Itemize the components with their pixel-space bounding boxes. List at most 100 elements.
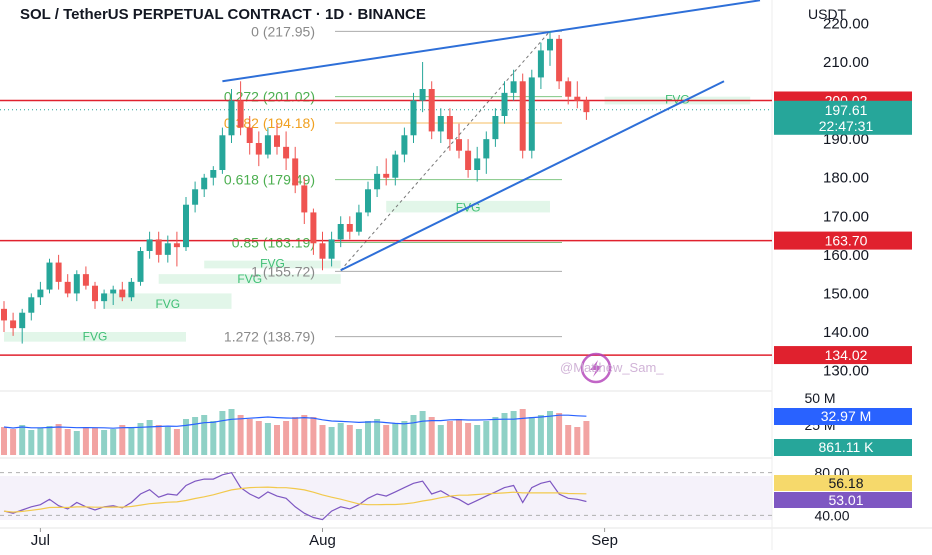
volume-ma-tag[interactable] (774, 408, 912, 425)
candle[interactable] (537, 42, 544, 89)
candle[interactable] (46, 258, 53, 294)
candle[interactable] (492, 108, 499, 147)
candle[interactable] (28, 293, 35, 321)
candle[interactable] (37, 281, 44, 305)
candle[interactable] (410, 92, 417, 143)
candle[interactable] (137, 247, 144, 286)
candle[interactable] (483, 131, 490, 174)
candle-body (137, 251, 144, 282)
candle[interactable] (474, 146, 481, 182)
candle[interactable] (456, 123, 462, 159)
candle[interactable] (246, 116, 253, 155)
volume-bar (137, 423, 144, 455)
candle[interactable] (264, 127, 271, 159)
fvg-label: FVG (237, 272, 262, 286)
candle[interactable] (292, 146, 299, 194)
candle[interactable] (1, 301, 7, 332)
lower-trendline[interactable] (340, 80, 725, 272)
price-tick-label: 220.00 (823, 15, 869, 32)
candle[interactable] (355, 204, 362, 236)
candle[interactable] (92, 281, 98, 309)
candle[interactable] (119, 281, 126, 302)
upper-trendline[interactable] (222, 0, 761, 83)
candle[interactable] (173, 231, 180, 267)
candle[interactable] (374, 166, 381, 197)
candle[interactable] (419, 62, 426, 113)
candle-body (10, 320, 17, 329)
candle[interactable] (128, 278, 135, 302)
price-axis[interactable]: 130.00 140.00 150.00 160.00 170.00 180.00 190.… (774, 15, 912, 523)
candle-body (547, 38, 553, 51)
candle[interactable] (437, 108, 444, 143)
candle[interactable] (547, 31, 553, 66)
price-tick-label: 170.00 (823, 208, 869, 225)
candle[interactable] (201, 173, 208, 197)
candle[interactable] (337, 216, 344, 248)
level-price-tag[interactable] (774, 346, 912, 365)
candle[interactable] (310, 208, 317, 255)
candle[interactable] (237, 81, 244, 136)
volume-bar (19, 425, 26, 455)
candle[interactable] (519, 73, 526, 159)
candle[interactable] (446, 108, 453, 151)
candle[interactable] (319, 231, 326, 271)
level-price-tag[interactable] (774, 231, 912, 250)
candle[interactable] (274, 123, 280, 155)
candle[interactable] (73, 270, 80, 302)
candle[interactable] (255, 131, 262, 167)
candle[interactable] (155, 231, 162, 263)
candle[interactable] (283, 131, 290, 170)
candle[interactable] (383, 158, 390, 186)
candle[interactable] (146, 231, 153, 259)
candle[interactable] (301, 177, 308, 224)
volume-last-tag[interactable] (774, 439, 912, 456)
volume-bar (155, 425, 162, 455)
candle[interactable] (583, 96, 590, 120)
candle[interactable] (565, 77, 572, 105)
candle[interactable] (365, 181, 371, 217)
candle[interactable] (183, 197, 189, 251)
volume-bar (37, 428, 44, 455)
candle[interactable] (82, 266, 89, 290)
volume-bar (10, 429, 17, 455)
candle[interactable] (392, 150, 399, 186)
rsi-ma-tag[interactable] (774, 475, 912, 491)
rsi-value-tag[interactable] (774, 492, 912, 508)
candle-body (446, 116, 453, 140)
candle[interactable] (110, 285, 117, 305)
candle[interactable] (192, 181, 199, 213)
candle[interactable] (164, 235, 171, 263)
candle[interactable] (55, 254, 62, 290)
current-price-tag[interactable] (774, 100, 912, 135)
candle[interactable] (556, 35, 563, 89)
candle[interactable] (219, 127, 226, 174)
candle[interactable] (210, 166, 217, 186)
candle[interactable] (428, 81, 435, 140)
candle[interactable] (19, 308, 26, 344)
volume-bar (510, 411, 517, 455)
candle-body (192, 189, 199, 205)
candle[interactable] (64, 274, 71, 298)
volume-bar (556, 413, 563, 455)
chart-title: SOL / TetherUS PERPETUAL CONTRACT · 1D ·… (20, 6, 426, 23)
volume-bar (456, 419, 462, 455)
fibonacci-retracement: 0 (217.95) 0.272 (201.02) 0.382 (194.18) 0.… (224, 23, 562, 345)
candle[interactable] (10, 312, 17, 336)
fvg-label: FVG (665, 92, 690, 106)
candle-body (565, 81, 572, 97)
candle[interactable] (528, 69, 535, 159)
candle[interactable] (510, 69, 517, 101)
candle[interactable] (574, 81, 581, 109)
candle[interactable] (228, 89, 235, 143)
candle[interactable] (346, 216, 353, 240)
candle[interactable] (401, 127, 408, 163)
candle[interactable] (465, 139, 472, 178)
candles[interactable] (1, 31, 590, 344)
candle[interactable] (501, 81, 508, 124)
volume-bar (264, 423, 271, 455)
time-axis[interactable]: Jul Aug Sep (31, 528, 618, 549)
candle[interactable] (101, 289, 108, 309)
candle[interactable] (328, 231, 335, 267)
